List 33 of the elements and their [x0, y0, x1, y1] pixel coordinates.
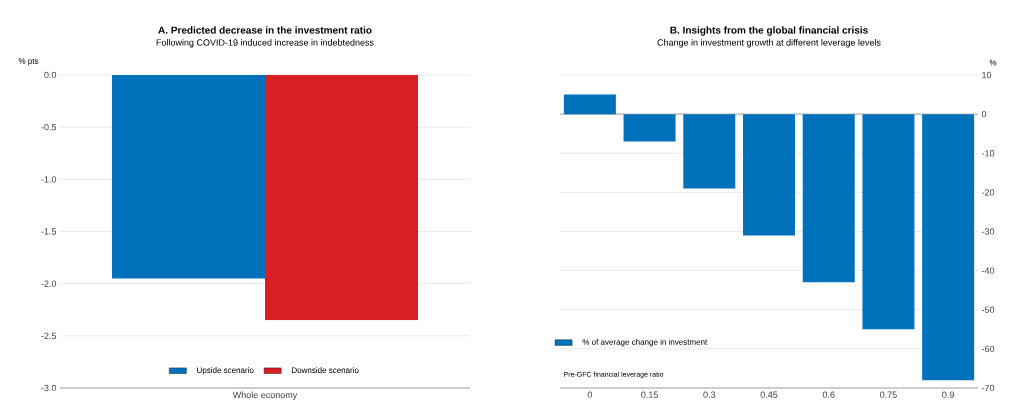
- y-tick-label: -70: [981, 384, 995, 392]
- y-tick-label: -10: [981, 150, 995, 157]
- chart-subtitle: Following COVID-19 induced increase in indebtedness: [156, 39, 374, 48]
- y-axis-title: %: [989, 59, 997, 66]
- y-tick-label: -30: [981, 228, 995, 235]
- x-tick-label: 0.45: [760, 391, 778, 398]
- y-tick-label: -1.0: [41, 176, 57, 183]
- y-tick-label: -0.5: [41, 123, 57, 131]
- y-tick-label: -2.0: [41, 280, 57, 287]
- y-axis-title: % pts: [18, 58, 39, 66]
- legend-label: % of average change in investment: [582, 338, 708, 347]
- x-tick-label: 0.15: [641, 391, 658, 398]
- y-tick-label: 0: [981, 110, 987, 118]
- y-tick-label: -40: [981, 267, 995, 274]
- y-tick-label: 0.0: [44, 71, 57, 79]
- x-tick-label: 0.6: [822, 391, 835, 398]
- legend-label: Downside scenario: [292, 367, 359, 373]
- y-tick-label: 10: [982, 71, 992, 79]
- y-tick-label: -60: [981, 345, 995, 353]
- chart-title: A. Predicted decrease in the investment ratio: [158, 26, 372, 34]
- x-tick-label: 0.75: [880, 391, 897, 398]
- y-tick-label: -20: [981, 189, 995, 196]
- x-tick-label: 0.3: [703, 391, 716, 398]
- x-tick-label: Whole economy: [232, 391, 298, 400]
- x-tick-label: 0.9: [942, 391, 954, 398]
- chart-subtitle: Change in investment growth at different leverage levels: [657, 39, 881, 48]
- y-tick-label: -50: [981, 306, 995, 313]
- chart-title: B. Insights from the global financial crisis: [670, 26, 868, 36]
- y-tick-label: -1.5: [41, 228, 57, 235]
- y-tick-label: -2.5: [41, 332, 57, 340]
- y-tick-label: -3.0: [41, 384, 57, 392]
- legend-label: Upside scenario: [197, 367, 254, 375]
- x-tick-label: 0: [587, 391, 593, 398]
